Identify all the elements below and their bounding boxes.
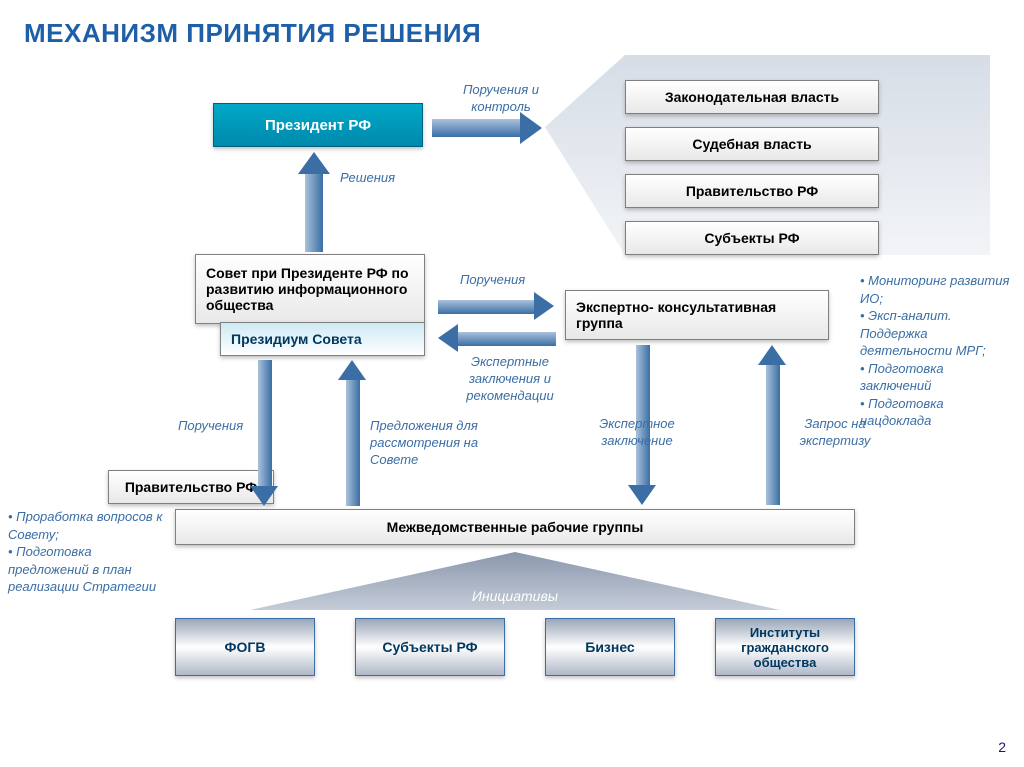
node-label: Экспертно- консультативная группа [576, 299, 818, 331]
panel-label: Судебная власть [692, 136, 811, 152]
caption-proposals: Предложения для рассмотрения на Совете [370, 418, 510, 469]
node-label: Межведомственные рабочие группы [387, 519, 644, 535]
arrow-presidium-expert-r [438, 294, 556, 322]
node-interagency: Межведомственные рабочие группы [175, 509, 855, 545]
arrow-council-down [252, 360, 280, 506]
bullet-item: Подготовка предложений в план реализации… [8, 543, 168, 596]
bullets-right: Мониторинг развития ИО; Эксп-аналит. Под… [860, 272, 1010, 430]
panel-label: Законодательная власть [665, 89, 839, 105]
caption-instructions2: Поручения [178, 418, 243, 435]
panel-legislative: Законодательная власть [625, 80, 879, 114]
node-expert-group: Экспертно- консультативная группа [565, 290, 829, 340]
node-label: ФОГВ [225, 639, 266, 655]
node-subjects2: Субъекты РФ [355, 618, 505, 676]
panel-label: Правительство РФ [686, 183, 818, 199]
caption-instructions-control: Поручения и контроль [446, 82, 556, 116]
caption-instructions1: Поручения [460, 272, 525, 289]
panel-subjects: Субъекты РФ [625, 221, 879, 255]
caption-decisions: Решения [340, 170, 395, 187]
node-label: Бизнес [585, 639, 634, 655]
panel-government: Правительство РФ [625, 174, 879, 208]
page-number: 2 [998, 739, 1006, 755]
arrow-interagency-up2 [760, 345, 788, 505]
bullet-item: Мониторинг развития ИО; [860, 272, 1010, 307]
node-label: Президент РФ [265, 117, 371, 134]
node-label: Институты гражданского общества [726, 625, 844, 670]
arrow-expert-presidium-l [438, 326, 556, 354]
node-business: Бизнес [545, 618, 675, 676]
node-fogv: ФОГВ [175, 618, 315, 676]
node-label: Президиум Совета [231, 331, 362, 347]
node-label: Совет при Президенте РФ по развитию инфо… [206, 265, 414, 313]
panel-judicial: Судебная власть [625, 127, 879, 161]
node-civil: Институты гражданского общества [715, 618, 855, 676]
arrow-president-right [432, 112, 544, 144]
panel-label: Субъекты РФ [704, 230, 799, 246]
node-president: Президент РФ [213, 103, 423, 147]
bullet-item: Эксп-аналит. Поддержка деятельности МРГ; [860, 307, 1010, 360]
initiatives-trapezoid: Инициативы [250, 552, 780, 610]
bullet-item: Проработка вопросов к Совету; [8, 508, 168, 543]
caption-expert-opinion: Экспертное заключение [582, 416, 692, 450]
initiatives-label: Инициативы [472, 588, 558, 604]
node-council: Совет при Президенте РФ по развитию инфо… [195, 254, 425, 324]
bullet-item: Подготовка заключений [860, 360, 1010, 395]
node-presidium: Президиум Совета [220, 322, 425, 356]
caption-request: Запрос на экспертизу [785, 416, 885, 450]
arrow-interagency-up [340, 360, 368, 506]
caption-expert-conclusions: Экспертные заключения и рекомендации [445, 354, 575, 405]
arrow-council-president [298, 152, 330, 252]
bullets-left: Проработка вопросов к Совету; Подготовка… [8, 508, 168, 596]
page-title: МЕХАНИЗМ ПРИНЯТИЯ РЕШЕНИЯ [24, 18, 481, 49]
node-label: Субъекты РФ [382, 639, 477, 655]
node-label: Правительство РФ [125, 479, 257, 495]
